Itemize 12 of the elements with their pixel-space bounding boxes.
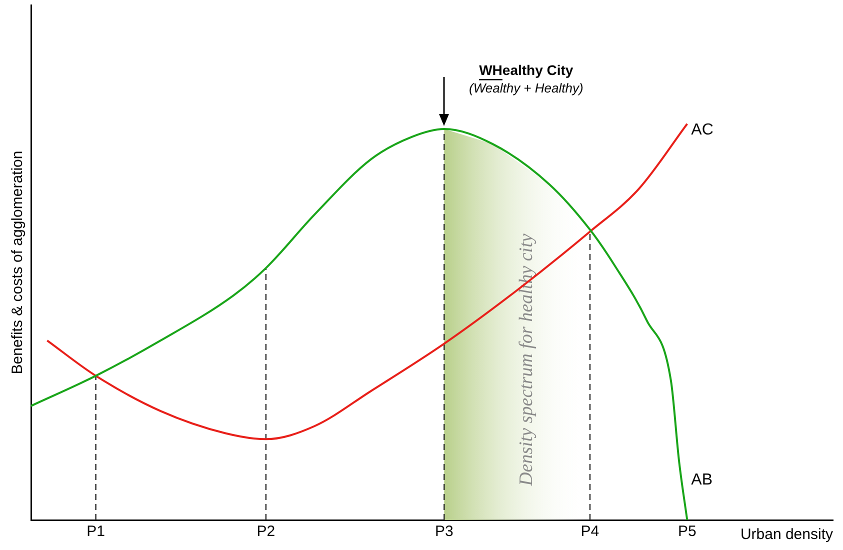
x-tick-label: P3 <box>434 523 454 540</box>
series-label: AB <box>691 471 713 488</box>
x-tick-label: P4 <box>580 523 600 540</box>
x-axis-title: Urban density <box>740 526 834 544</box>
x-tick-label: P5 <box>678 523 696 540</box>
series-label: AC <box>691 121 714 138</box>
text: (Wealthy + Healthy) <box>469 80 584 96</box>
x-tick-label: P1 <box>86 523 105 540</box>
y-axis-title: Benefits & costs of agglomeration <box>9 150 26 374</box>
x-tick-label: P2 <box>256 523 276 540</box>
band-label: Density spectrum for healthy city <box>516 233 538 487</box>
text: WHealthy City <box>479 62 574 78</box>
